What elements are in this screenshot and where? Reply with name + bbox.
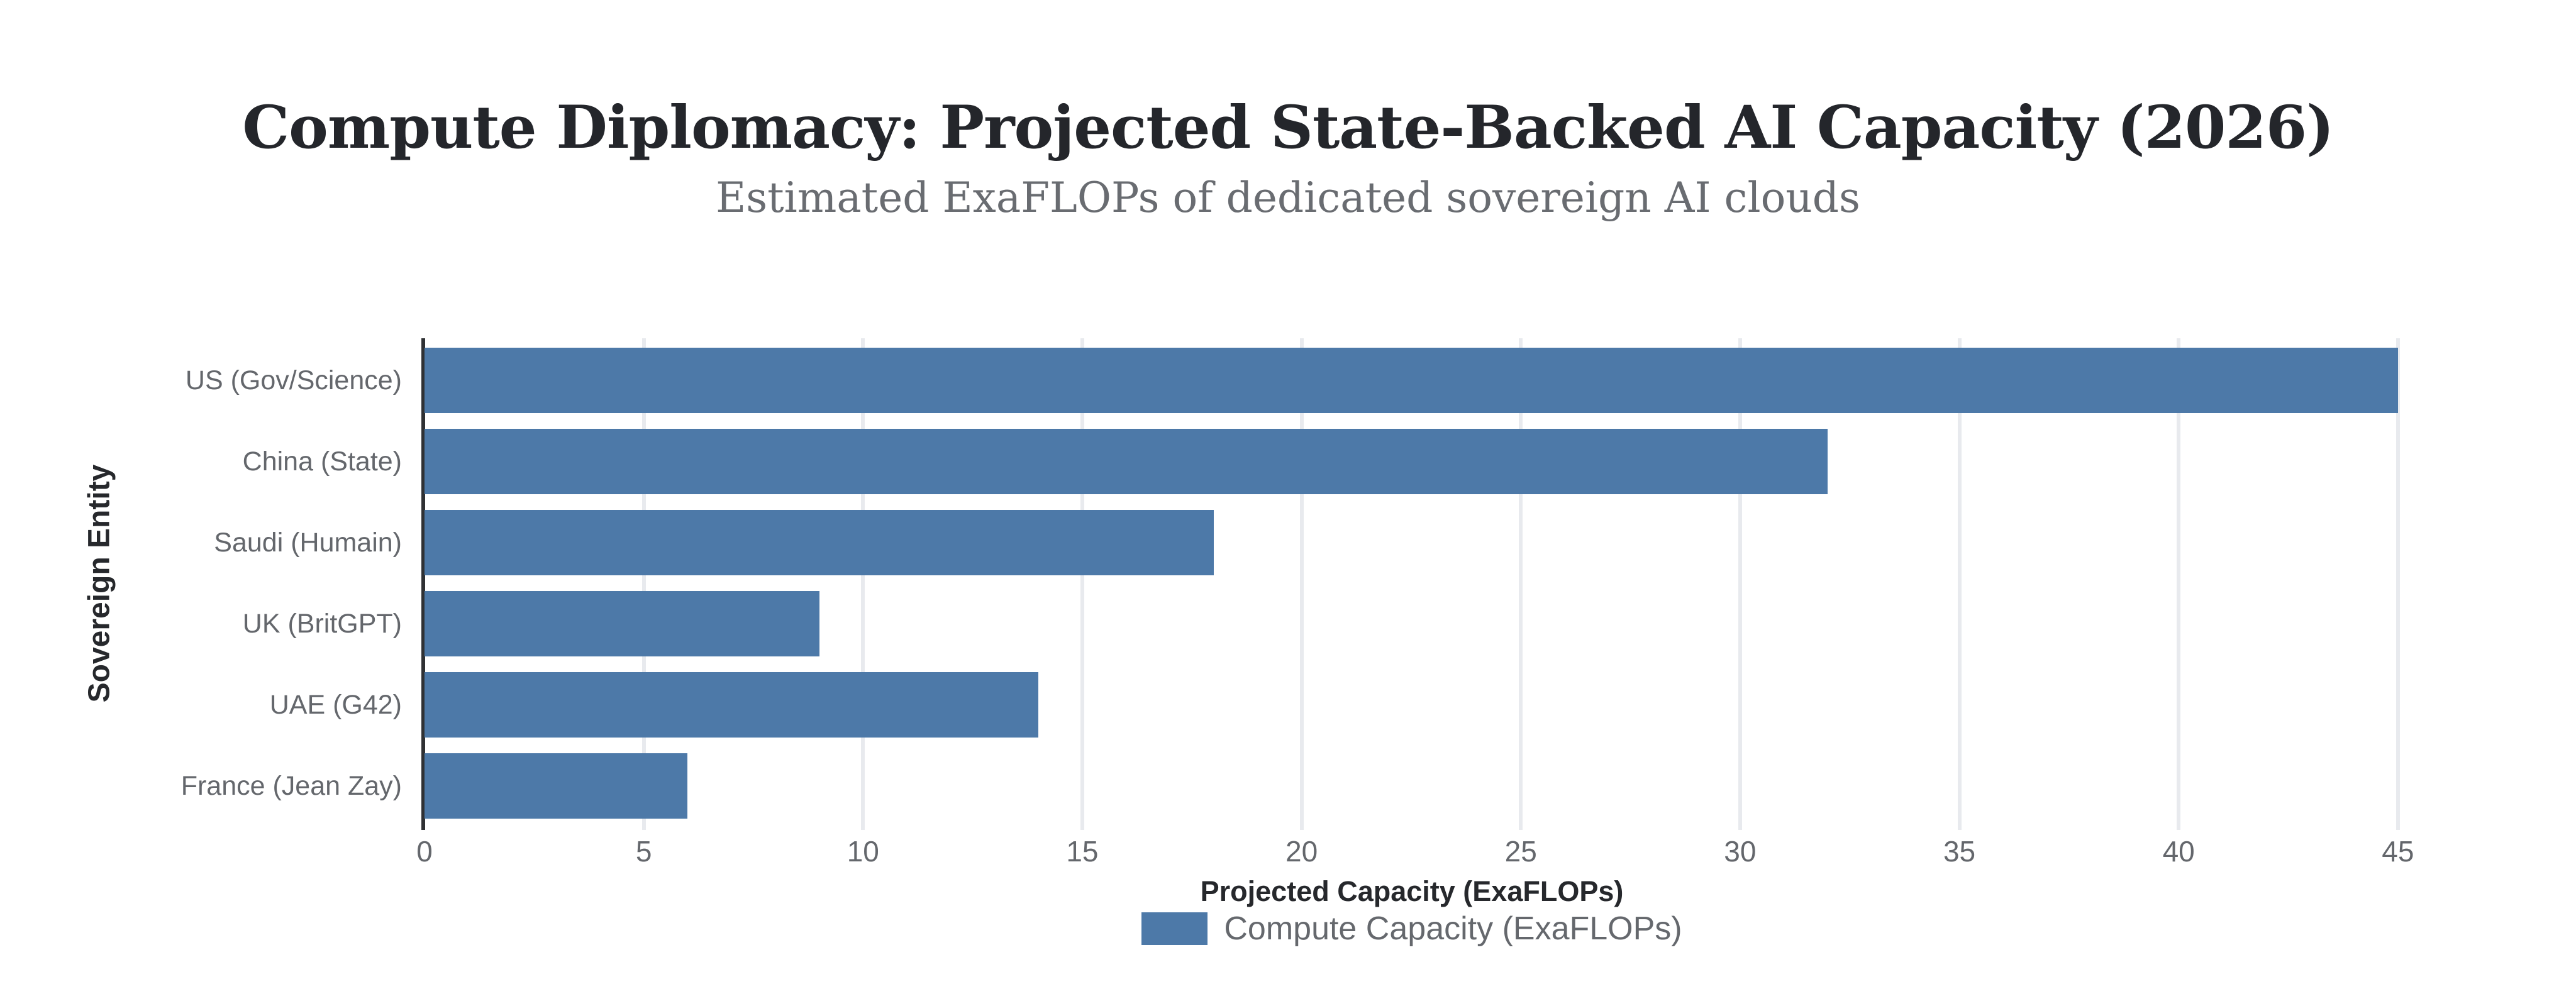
y-axis-title: Sovereign Entity — [82, 464, 116, 703]
x-tick-label: 30 — [1724, 835, 1757, 868]
x-tick-label: 15 — [1066, 835, 1099, 868]
chart-title: Compute Diplomacy: Projected State-Backe… — [242, 93, 2334, 162]
bar — [425, 429, 1828, 494]
bar — [425, 672, 1039, 738]
y-tick-label: China (State) — [242, 446, 402, 477]
x-tick-label: 45 — [2382, 835, 2414, 868]
x-axis-title: Projected Capacity (ExaFLOPs) — [1200, 875, 1624, 907]
bar — [425, 753, 688, 819]
x-tick-label: 20 — [1285, 835, 1318, 868]
x-tick-label: 5 — [635, 835, 652, 868]
x-tick-label: 0 — [416, 835, 433, 868]
x-tick-label: 35 — [1943, 835, 1976, 868]
y-tick-label: Saudi (Humain) — [214, 528, 402, 558]
x-tick-label: 40 — [2162, 835, 2195, 868]
y-axis-line — [421, 338, 425, 830]
legend: Compute Capacity (ExaFLOPs) — [425, 910, 2399, 947]
x-tick-label: 25 — [1504, 835, 1537, 868]
y-tick-label: UK (BritGPT) — [242, 609, 402, 639]
chart-subtitle: Estimated ExaFLOPs of dedicated sovereig… — [716, 174, 1860, 222]
gridline — [861, 338, 865, 830]
y-tick-label: France (Jean Zay) — [180, 771, 402, 801]
y-tick-label: UAE (G42) — [269, 690, 402, 720]
bar — [425, 591, 819, 656]
bar — [425, 348, 2398, 413]
gridline — [2396, 338, 2400, 830]
gridline — [1738, 338, 1742, 830]
gridline — [1957, 338, 1962, 830]
gridline — [2177, 338, 2181, 830]
gridline — [1080, 338, 1084, 830]
gridline — [1299, 338, 1304, 830]
legend-label: Compute Capacity (ExaFLOPs) — [1224, 910, 1682, 947]
gridline — [1519, 338, 1523, 830]
y-tick-label: US (Gov/Science) — [185, 365, 402, 395]
gridline — [641, 338, 646, 830]
x-tick-label: 10 — [847, 835, 879, 868]
legend-swatch — [1141, 912, 1208, 945]
bar — [425, 510, 1214, 575]
